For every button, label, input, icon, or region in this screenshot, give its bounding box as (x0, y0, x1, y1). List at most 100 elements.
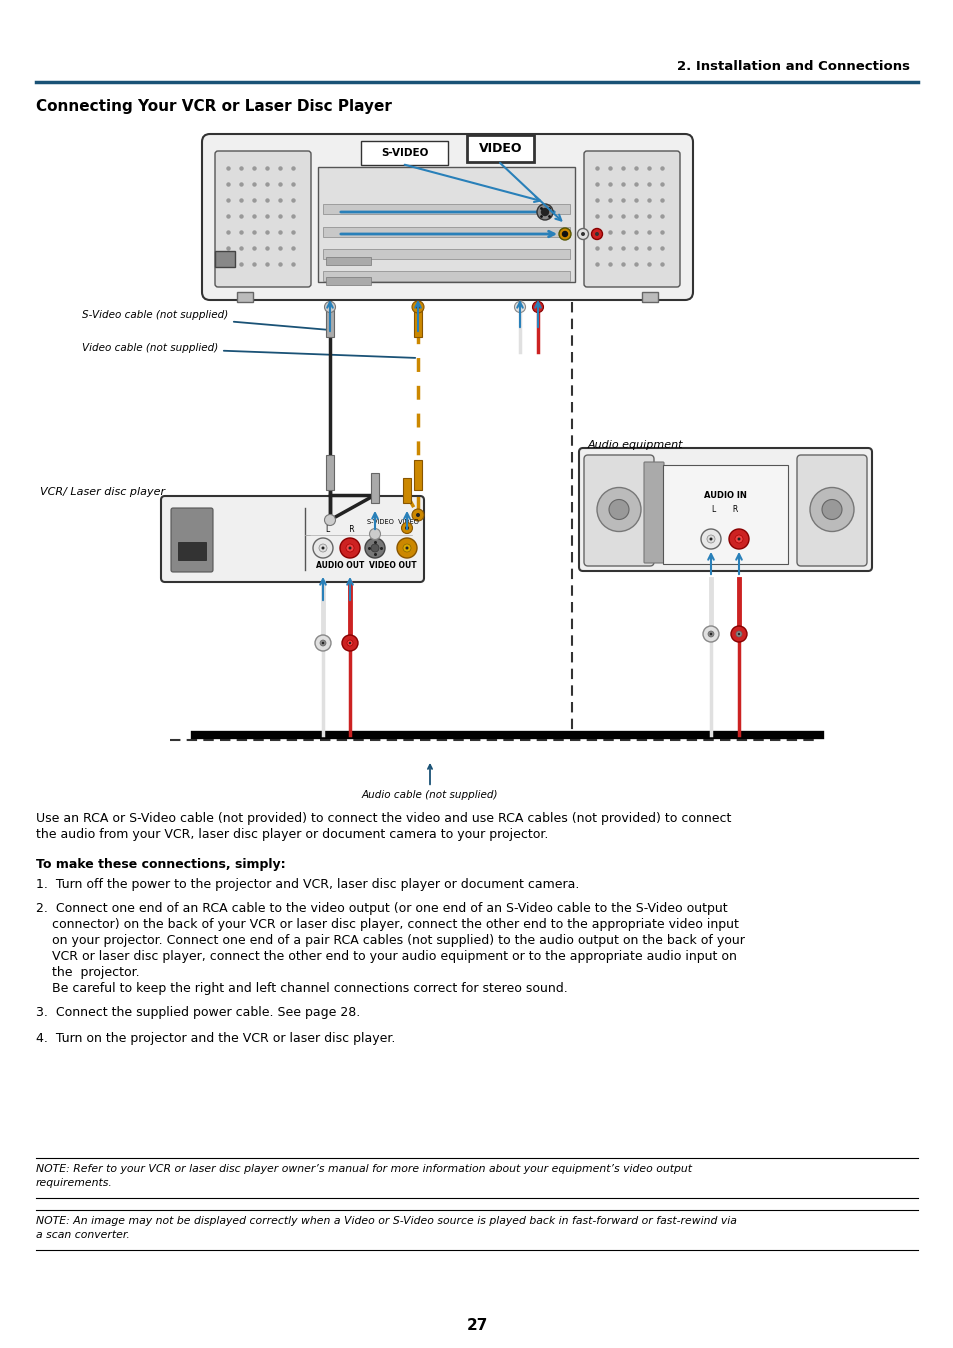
Bar (414, 307, 421, 337)
Circle shape (735, 631, 741, 638)
Text: VCR or laser disc player, connect the other end to your audio equipment or to th: VCR or laser disc player, connect the ot… (36, 950, 736, 962)
Text: on your projector. Connect one end of a pair RCA cables (not supplied) to the au: on your projector. Connect one end of a … (36, 934, 744, 948)
Text: L       R: L R (712, 504, 738, 514)
Bar (402, 479, 411, 503)
Bar (641, 293, 658, 302)
Text: NOTE: An image may not be displayed correctly when a Video or S-Video source is : NOTE: An image may not be displayed corr… (36, 1216, 736, 1225)
Circle shape (706, 535, 714, 543)
FancyBboxPatch shape (643, 462, 663, 563)
FancyBboxPatch shape (583, 456, 654, 566)
Text: Audio equipment: Audio equipment (587, 439, 682, 450)
Circle shape (412, 510, 423, 520)
Circle shape (346, 545, 354, 551)
Bar (214, 251, 234, 267)
Text: 3.  Connect the supplied power cable. See page 28.: 3. Connect the supplied power cable. See… (36, 1006, 360, 1019)
Circle shape (416, 305, 419, 309)
Circle shape (405, 526, 409, 530)
Circle shape (532, 302, 543, 313)
Circle shape (396, 538, 416, 558)
Text: VIDEO OUT: VIDEO OUT (369, 561, 416, 569)
Text: 4.  Turn on the projector and the VCR or laser disc player.: 4. Turn on the projector and the VCR or … (36, 1033, 395, 1045)
Text: AUDIO IN: AUDIO IN (703, 491, 746, 500)
Bar (323, 226, 569, 237)
Circle shape (349, 642, 351, 644)
Text: Connecting Your VCR or Laser Disc Player: Connecting Your VCR or Laser Disc Player (36, 100, 392, 115)
FancyBboxPatch shape (214, 151, 311, 287)
Circle shape (562, 232, 567, 236)
Text: requirements.: requirements. (36, 1178, 112, 1188)
Text: 27: 27 (466, 1317, 487, 1333)
Text: connector) on the back of your VCR or laser disc player, connect the other end t: connector) on the back of your VCR or la… (36, 918, 739, 931)
Circle shape (580, 232, 584, 236)
Circle shape (369, 528, 380, 539)
FancyBboxPatch shape (578, 448, 871, 572)
Text: a scan converter.: a scan converter. (36, 1229, 130, 1240)
Bar (323, 271, 569, 280)
Circle shape (809, 488, 853, 531)
Circle shape (709, 632, 712, 635)
FancyBboxPatch shape (796, 456, 866, 566)
Circle shape (734, 535, 742, 543)
Text: AUDIO OUT: AUDIO OUT (315, 561, 364, 569)
Text: the audio from your VCR, laser disc player or document camera to your projector.: the audio from your VCR, laser disc play… (36, 828, 548, 841)
Text: VIDEO: VIDEO (478, 142, 521, 155)
Circle shape (405, 546, 408, 550)
Circle shape (577, 229, 588, 240)
Circle shape (608, 500, 628, 519)
Circle shape (597, 488, 640, 531)
FancyBboxPatch shape (171, 508, 213, 572)
Circle shape (595, 232, 598, 236)
Circle shape (318, 545, 327, 551)
Circle shape (702, 625, 719, 642)
Text: S-VIDEO: S-VIDEO (380, 148, 428, 158)
Bar (326, 307, 334, 337)
Circle shape (314, 635, 331, 651)
Circle shape (341, 635, 357, 651)
Bar (326, 456, 334, 491)
Circle shape (324, 302, 335, 313)
Text: NOTE: Refer to your VCR or laser disc player owner’s manual for more information: NOTE: Refer to your VCR or laser disc pl… (36, 1165, 691, 1174)
Circle shape (700, 528, 720, 549)
Circle shape (401, 523, 412, 534)
Circle shape (402, 545, 411, 551)
Bar (323, 249, 569, 259)
Circle shape (348, 546, 351, 550)
Circle shape (591, 229, 602, 240)
Circle shape (321, 642, 324, 644)
Text: Audio cable (not supplied): Audio cable (not supplied) (361, 764, 497, 799)
Text: L        R: L R (325, 526, 354, 535)
Circle shape (537, 204, 553, 220)
Bar (323, 204, 569, 214)
Text: Be careful to keep the right and left channel connections correct for stereo sou: Be careful to keep the right and left ch… (36, 981, 567, 995)
Text: VCR/ Laser disc player: VCR/ Laser disc player (40, 487, 165, 497)
Circle shape (707, 631, 713, 638)
Circle shape (728, 528, 748, 549)
Text: S-VIDEO  VIDEO: S-VIDEO VIDEO (367, 519, 418, 524)
Text: Video cable (not supplied): Video cable (not supplied) (82, 342, 415, 359)
Circle shape (313, 538, 333, 558)
Text: 1.  Turn off the power to the projector and VCR, laser disc player or document c: 1. Turn off the power to the projector a… (36, 878, 578, 891)
Bar (178, 542, 206, 559)
Text: To make these connections, simply:: To make these connections, simply: (36, 857, 285, 871)
Text: 2. Installation and Connections: 2. Installation and Connections (677, 61, 909, 74)
FancyBboxPatch shape (583, 151, 679, 287)
Bar (236, 293, 253, 302)
Circle shape (324, 515, 335, 526)
Text: S-Video cable (not supplied): S-Video cable (not supplied) (82, 310, 327, 330)
Circle shape (514, 302, 525, 313)
FancyBboxPatch shape (202, 133, 692, 301)
Circle shape (319, 640, 326, 646)
FancyBboxPatch shape (467, 135, 534, 162)
Circle shape (339, 538, 359, 558)
Circle shape (412, 301, 423, 313)
Text: Use an RCA or S-Video cable (not provided) to connect the video and use RCA cabl: Use an RCA or S-Video cable (not provide… (36, 811, 731, 825)
Circle shape (709, 538, 712, 541)
Bar (414, 460, 421, 491)
Text: the  projector.: the projector. (36, 967, 139, 979)
Bar (371, 473, 378, 503)
Circle shape (737, 538, 740, 541)
Bar (317, 167, 575, 282)
Circle shape (541, 209, 548, 216)
Circle shape (821, 500, 841, 519)
Circle shape (365, 538, 385, 558)
